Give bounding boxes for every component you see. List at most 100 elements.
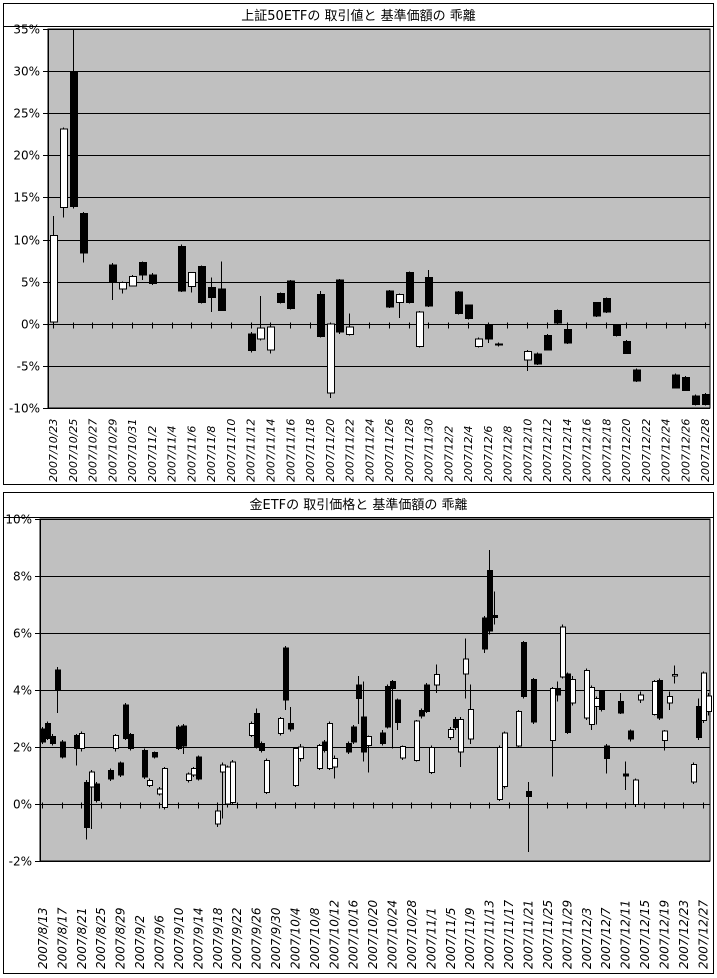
candle bbox=[215, 804, 221, 827]
x-tick-label: 2007/12/27 bbox=[696, 899, 710, 969]
y-tick-label: 30% bbox=[13, 65, 40, 79]
candle bbox=[701, 671, 707, 723]
candle bbox=[293, 747, 299, 787]
x-tick-label: 2007/12/2 bbox=[442, 426, 455, 482]
candle-body-down bbox=[351, 726, 357, 743]
candle-body-down bbox=[149, 274, 157, 284]
candle-body-up bbox=[366, 736, 372, 746]
candle bbox=[633, 778, 639, 807]
candle bbox=[380, 729, 386, 746]
x-tick-label: 2007/9/22 bbox=[230, 907, 244, 969]
candle bbox=[593, 301, 601, 318]
candle-body-down bbox=[45, 722, 51, 739]
candle bbox=[434, 664, 440, 693]
candle-body-down bbox=[80, 212, 88, 254]
candle-body-down bbox=[336, 279, 344, 333]
candle-body-up bbox=[186, 773, 192, 782]
candle-body-up bbox=[396, 293, 404, 304]
y-tick-label: 2% bbox=[13, 741, 32, 755]
candle-body-up bbox=[448, 728, 454, 739]
candle-body-down bbox=[453, 718, 459, 729]
candle-body-down bbox=[564, 329, 572, 344]
candle bbox=[492, 591, 498, 625]
candle-body-down bbox=[277, 292, 285, 304]
gold-etf-deviation-chart: 10% 8% 6% 4% 2% 0% -2% 2007/8/13 2007/8/17 2007/8… bbox=[3, 492, 714, 975]
candle bbox=[696, 698, 702, 740]
candle-body-down bbox=[682, 377, 690, 391]
candle bbox=[414, 719, 420, 762]
candle-body-down bbox=[196, 756, 202, 780]
y-tick-label: 0% bbox=[21, 318, 40, 332]
candle bbox=[298, 744, 304, 762]
candle-body-up bbox=[60, 128, 68, 209]
candle-body-up bbox=[560, 626, 566, 678]
candle-body-up bbox=[502, 732, 508, 788]
candle bbox=[502, 731, 508, 789]
candle bbox=[287, 279, 295, 310]
candle-body-down bbox=[593, 302, 601, 317]
candle-body-down bbox=[425, 276, 433, 307]
candle-body-down bbox=[628, 730, 634, 740]
x-tick-label: 2007/11/28 bbox=[403, 419, 416, 482]
candle-body-up bbox=[89, 771, 95, 788]
candle bbox=[123, 702, 129, 740]
candle-body-up bbox=[119, 282, 127, 290]
candle bbox=[283, 645, 289, 710]
candle bbox=[455, 290, 463, 315]
candle bbox=[317, 290, 325, 338]
candle-body-up bbox=[327, 722, 333, 770]
candle bbox=[565, 672, 571, 735]
candle bbox=[60, 127, 68, 218]
candle bbox=[336, 279, 344, 334]
x-tick-label: 2007/11/16 bbox=[284, 419, 297, 482]
candle bbox=[396, 293, 404, 318]
x-tick-label: 2007/12/23 bbox=[677, 900, 691, 969]
candle bbox=[497, 745, 503, 802]
candle bbox=[142, 748, 148, 779]
candle bbox=[327, 721, 333, 770]
x-tick-label: 2007/8/29 bbox=[114, 907, 128, 969]
candle-body-down bbox=[283, 647, 289, 701]
x-tick-label: 2007/12/18 bbox=[600, 419, 613, 482]
plot-area bbox=[47, 28, 711, 409]
candle bbox=[475, 337, 483, 348]
x-tick-label: 2007/8/25 bbox=[94, 907, 108, 969]
candle bbox=[267, 326, 275, 354]
candle-body-up bbox=[550, 687, 556, 742]
candle bbox=[555, 681, 561, 702]
x-tick-label: 2007/8/13 bbox=[36, 907, 50, 969]
candle-body-down bbox=[118, 762, 124, 776]
candle-body-up bbox=[662, 730, 668, 741]
candle bbox=[361, 681, 367, 762]
candle-body-up bbox=[147, 780, 153, 786]
candle bbox=[458, 717, 464, 767]
candle-body-down bbox=[633, 369, 641, 382]
sse50-etf-deviation-chart: 35% 30% 25% 20% 15% 10% 5% 0% -5% -10% 2007/10/23 2… bbox=[3, 3, 714, 486]
chart-title-sse50: 上証50ETFの 取引値と 基準価額の 乖離 bbox=[241, 9, 476, 24]
candle bbox=[327, 322, 335, 398]
candle bbox=[521, 640, 527, 699]
candle bbox=[550, 687, 556, 777]
candle bbox=[425, 269, 433, 307]
candle bbox=[113, 734, 119, 752]
candle-body-down bbox=[287, 280, 295, 310]
candle bbox=[264, 758, 270, 795]
x-tick-label: 2007/12/10 bbox=[521, 419, 534, 482]
candle-body-down bbox=[492, 614, 498, 618]
candle-body-down bbox=[322, 741, 328, 751]
candle-body-down bbox=[139, 261, 147, 276]
y-tick-label: -10% bbox=[9, 402, 40, 416]
candle bbox=[79, 731, 85, 752]
x-tick-label: 2007/12/22 bbox=[640, 419, 653, 482]
candle-body-down bbox=[181, 725, 187, 747]
candle-body-down bbox=[40, 728, 46, 743]
candle bbox=[390, 680, 396, 749]
y-tick-label: 0% bbox=[13, 798, 32, 812]
x-tick-label: 2007/11/4 bbox=[166, 426, 179, 482]
candle-body-up bbox=[475, 338, 483, 348]
x-tick-label: 2007/12/8 bbox=[502, 426, 515, 482]
candle-body-down bbox=[361, 716, 367, 753]
candle bbox=[152, 751, 158, 759]
candle-body-down bbox=[406, 271, 414, 304]
